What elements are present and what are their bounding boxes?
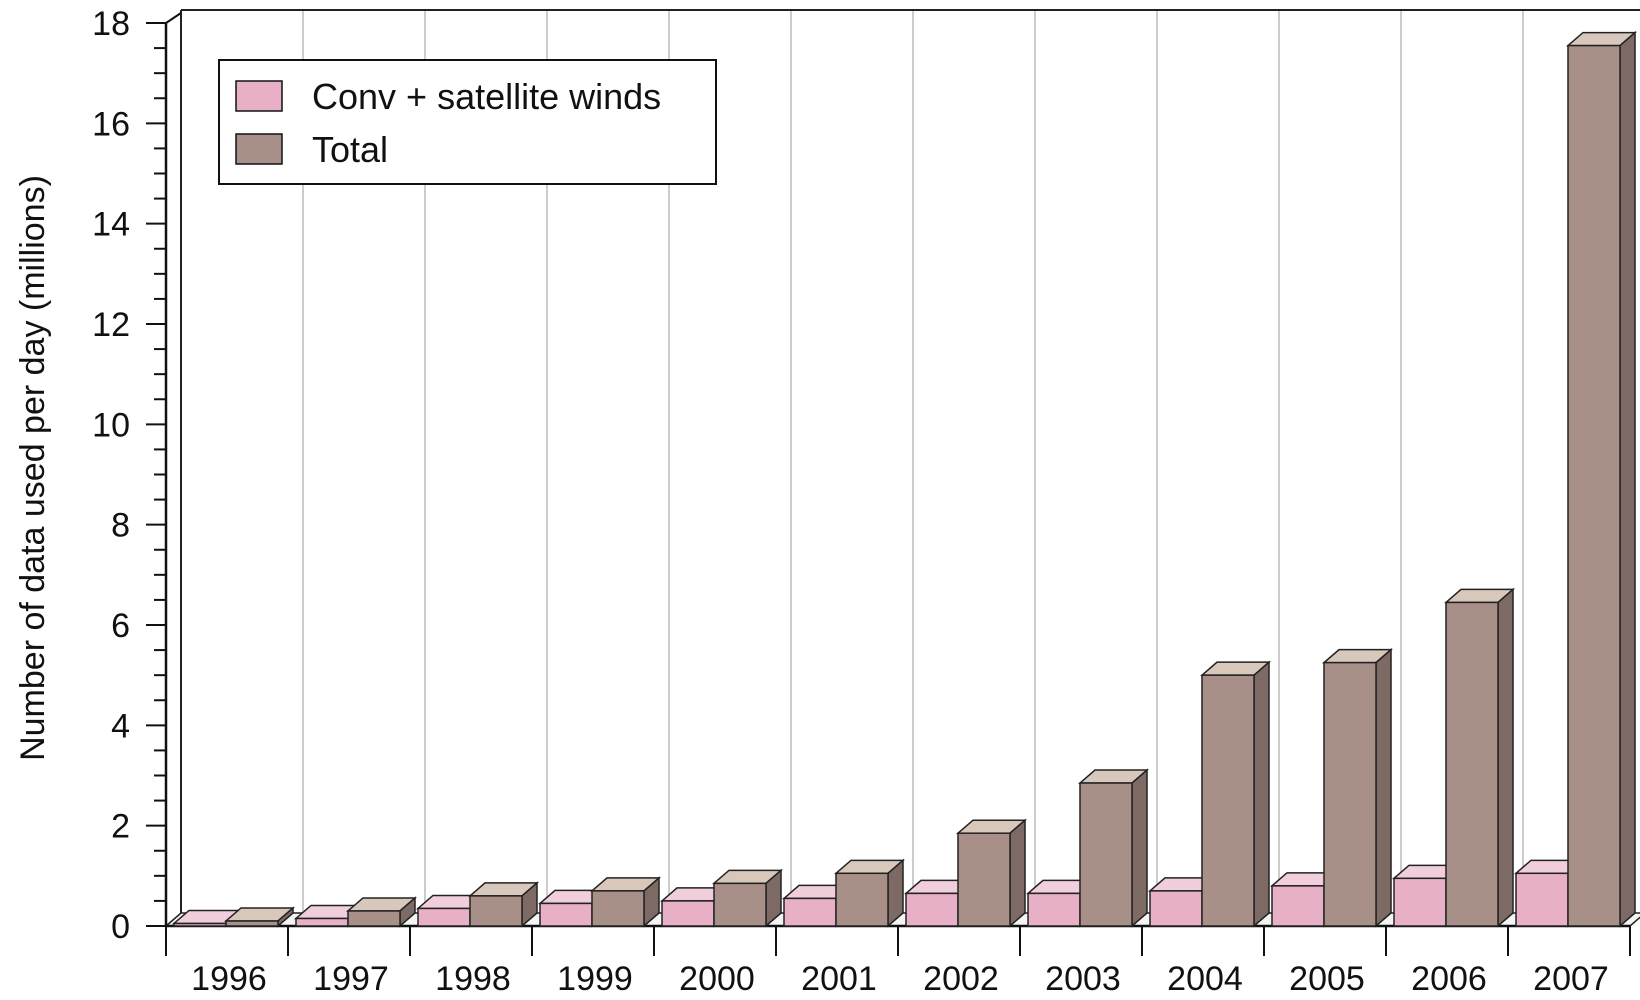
y-axis-top-connector [165,12,182,24]
y-tick-label: 16 [92,105,130,143]
bar-total [345,896,418,928]
bar-side-face [1497,587,1514,928]
bar-front-face [539,902,593,927]
legend-label-total: Total [312,129,388,170]
bar-conv [537,888,610,928]
y-tick-label: 12 [92,306,130,344]
bar-front-face [661,900,715,927]
bar-total [467,881,540,928]
bar-side-face [1375,647,1392,928]
x-tick-label: 2005 [1289,960,1365,998]
bar-front-face [1515,872,1569,927]
bar-front-face [1149,890,1203,927]
gridlines [180,10,1524,913]
bar-side-face [1131,768,1148,928]
bar-front-face [835,872,889,927]
legend-swatch-total [235,133,283,165]
y-tick-label: 4 [111,707,130,745]
y-tick-label: 6 [111,607,130,645]
x-tick-label: 1996 [191,960,267,998]
legend-swatch-conv [235,80,283,112]
y-tick-label: 8 [111,507,130,545]
y-tick-label: 0 [111,908,130,946]
x-tick-label: 2003 [1045,960,1121,998]
y-axis-label: Number of data used per day (millions) [14,175,52,761]
bar-front-face [417,907,471,927]
x-tick-label: 1997 [313,960,389,998]
bar-front-face [1393,877,1447,927]
x-tick-label: 2006 [1411,960,1487,998]
x-tick-label: 2001 [801,960,877,998]
bar-front-face [783,897,837,927]
bar-total [1443,587,1516,928]
y-tick-label: 14 [92,206,130,244]
x-tick-label: 1998 [435,960,511,998]
bar-total [1565,30,1638,928]
bar-front-face [905,892,959,927]
bar-total [1077,768,1150,928]
bar-front-face [469,895,523,927]
bar-side-face [1253,660,1270,928]
bar-total [1199,660,1272,928]
tick-labels: 0 2 4 6 8 10 12 14 16 18 1996 1997 1998 1999 2000 2001 2… [92,5,1609,998]
x-tick-label: 1999 [557,960,633,998]
bar-front-face [1027,892,1081,927]
bar-front-face [173,922,227,927]
bar-side-face [1009,818,1026,928]
bar-total [223,906,296,928]
bar-total [955,818,1028,928]
legend-box [218,59,717,185]
bar-front-face [713,882,767,927]
legend-label-conv: Conv + satellite winds [312,76,661,117]
bar-front-face [1271,885,1325,927]
bar-front-face [1079,782,1133,927]
bars [171,30,1638,928]
bar-total [589,876,662,928]
bar-front-face [225,920,279,927]
bar-front-face [1201,674,1255,927]
bar-side-face [1619,30,1636,928]
bar-front-face [1323,661,1377,927]
legend: Conv + satellite winds Total [218,59,717,185]
x-tick-label: 2000 [679,960,755,998]
y-tick-label: 2 [111,808,130,846]
y-tick-label: 18 [92,5,130,43]
bar-front-face [1567,44,1621,927]
bar-front-face [1445,601,1499,927]
bar-front-face [957,832,1011,927]
y-tick-label: 10 [92,406,130,444]
bar-total [833,858,906,928]
x-tick-label: 2007 [1533,960,1609,998]
bar-front-face [295,917,349,927]
bar-front-face [347,910,401,927]
bar-total [1321,647,1394,928]
x-tick-label: 2004 [1167,960,1243,998]
x-tick-label: 2002 [923,960,999,998]
bar-front-face [591,890,645,927]
bar-total [711,868,784,928]
